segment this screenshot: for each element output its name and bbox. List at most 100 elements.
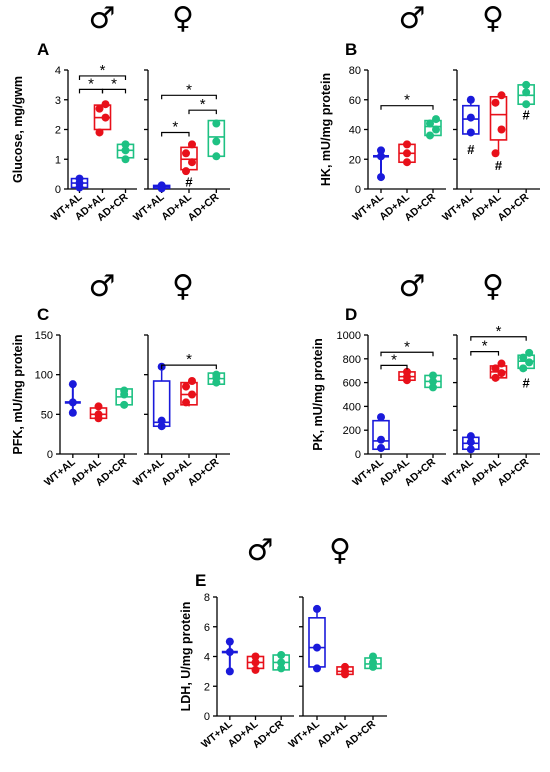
data-point: [157, 181, 166, 190]
data-point: [68, 380, 77, 389]
data-point: [466, 438, 475, 447]
data-point: [94, 402, 103, 411]
box-ad-al: [398, 140, 416, 167]
data-point: [522, 100, 531, 109]
y-tick-label: 4: [204, 652, 210, 664]
data-point: [157, 416, 166, 425]
data-point: [313, 664, 321, 673]
y-tick-label: 800: [343, 354, 361, 366]
bracket-line: [161, 364, 217, 370]
data-point: [491, 364, 500, 373]
y-axis-label: LDH, U/mg protein: [179, 602, 193, 712]
box-wt-al: [373, 146, 389, 182]
box-wt-al: [152, 181, 171, 193]
data-point: [121, 155, 130, 164]
data-point: [182, 382, 190, 391]
y-tick-label: 4: [55, 65, 61, 77]
data-point: [525, 348, 534, 357]
bracket-line: [380, 105, 434, 110]
y-tick-label: 1000: [337, 330, 361, 342]
data-point: [68, 398, 77, 407]
box-wt-al: [462, 95, 480, 137]
y-tick-label: 2: [55, 125, 61, 137]
box-wt-al: [462, 432, 480, 454]
male-symbol: ♂: [247, 533, 274, 568]
x-tick-label: AD+CR: [186, 191, 222, 224]
data-point: [522, 88, 531, 97]
data-point: [277, 664, 286, 673]
box-wt-al: [152, 362, 171, 431]
data-point: [120, 386, 129, 395]
box-ad-cr: [115, 386, 133, 409]
data-point: [403, 158, 411, 167]
data-point: [212, 370, 221, 379]
panel-letter: B: [345, 40, 357, 59]
x-tick-label: WT+AL: [440, 456, 476, 489]
data-point: [188, 140, 196, 149]
y-tick-label: 2: [204, 681, 210, 693]
data-point: [519, 353, 528, 362]
y-tick-label: 0: [55, 184, 61, 196]
hash-mark: #: [467, 142, 475, 157]
x-tick-label: AD+CR: [495, 191, 531, 224]
data-point: [369, 652, 377, 661]
data-point: [403, 367, 411, 376]
box-ad-cr: [424, 115, 442, 140]
significance-bracket: *: [380, 351, 408, 370]
data-point: [497, 91, 506, 100]
bracket-line: [380, 351, 434, 357]
x-tick-label: WT+AL: [131, 456, 167, 489]
bracket-line: [470, 336, 527, 341]
y-tick-label: 200: [343, 425, 361, 437]
data-point: [403, 140, 411, 149]
male-symbol: ♂: [399, 269, 426, 304]
hash-mark: #: [495, 158, 503, 173]
y-tick-label: 600: [343, 378, 361, 390]
data-point: [121, 146, 130, 155]
data-point: [491, 149, 500, 158]
panel-letter: C: [37, 305, 49, 324]
data-point: [251, 658, 260, 667]
bracket-line: [78, 75, 127, 80]
y-tick-label: 1: [55, 154, 61, 166]
data-point: [497, 359, 506, 368]
data-point: [182, 167, 190, 176]
data-point: [182, 398, 190, 407]
data-point: [432, 115, 440, 124]
data-point: [95, 128, 104, 137]
box-ad-al: [180, 140, 198, 176]
data-point: [94, 410, 103, 419]
bracket-line: [380, 364, 408, 370]
box-ad-al: [246, 652, 265, 674]
y-axis-label: HK, mU/mg protein: [319, 73, 333, 186]
data-point: [225, 637, 234, 646]
data-point: [120, 400, 129, 409]
data-point: [377, 413, 385, 422]
significance-bracket: *: [380, 92, 434, 110]
data-point: [101, 113, 110, 122]
significance-bracket: *: [380, 338, 434, 357]
y-axis-label: PK, mU/mg protein: [311, 338, 325, 451]
female-symbol: ♀: [329, 533, 351, 568]
data-point: [429, 371, 437, 380]
data-point: [377, 173, 385, 182]
box-ad-cr: [517, 80, 535, 109]
data-point: [497, 369, 506, 378]
y-tick-label: 400: [343, 401, 361, 413]
y-tick-label: 3: [55, 95, 61, 107]
significance-star: *: [88, 75, 94, 92]
x-tick-label: AD+CR: [186, 456, 222, 489]
panel-letter: A: [37, 40, 49, 59]
box-ad-cr: [207, 370, 226, 387]
bracket-line: [161, 94, 217, 100]
significance-bracket: *: [161, 118, 190, 137]
data-point: [95, 104, 104, 113]
significance-bracket: *: [161, 351, 217, 370]
data-point: [251, 665, 260, 674]
x-tick-label: WT+AL: [131, 191, 167, 224]
data-point: [313, 643, 321, 652]
